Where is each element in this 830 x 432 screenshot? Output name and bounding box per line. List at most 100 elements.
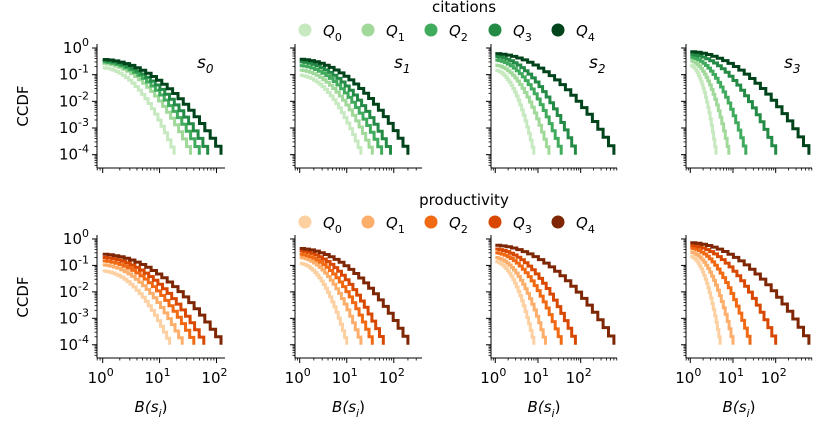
legend-label-q3: Q3 [513, 22, 532, 44]
x-tick-label: 100 [675, 366, 701, 387]
series-line-q0 [102, 66, 176, 155]
panel-label: s2 [589, 53, 606, 76]
series-line-q2 [690, 246, 752, 345]
series-line-q1 [495, 256, 547, 345]
series-line-q4 [102, 252, 223, 345]
x-tick-label: 100 [285, 366, 311, 387]
y-tick-label: 10-3 [59, 116, 89, 137]
series-line-q3 [299, 249, 385, 345]
legend-label-q0: Q0 [323, 214, 342, 236]
legend-marker-q0 [298, 215, 312, 229]
legend-marker-q3 [488, 215, 502, 229]
legend-citations: citations Q0 Q1 Q2 Q3 Q4 [298, 0, 595, 44]
legend-marker-q4 [551, 23, 565, 37]
panel-label: s3 [784, 53, 801, 76]
legend-label-q4: Q4 [576, 214, 595, 236]
y-tick-label: 10-4 [59, 143, 89, 164]
x-axis-label: B(si) [723, 398, 756, 420]
y-tick-label: 100 [63, 227, 89, 248]
series-line-q1 [690, 59, 731, 155]
legend-title: productivity [419, 191, 509, 209]
series-line-q0 [102, 269, 172, 345]
legend-label-q1: Q1 [386, 214, 405, 236]
x-tick-label: 102 [761, 366, 787, 387]
panel-r0-c2: s2 [486, 44, 618, 173]
x-axis-label: B(si) [135, 398, 168, 420]
legend-marker-q1 [361, 215, 375, 229]
series-line-q4 [299, 57, 410, 155]
x-tick-label: 101 [523, 366, 549, 387]
series-line-q4 [495, 52, 616, 155]
legend-marker-q4 [551, 215, 565, 229]
x-tick-label: 101 [332, 366, 358, 387]
legend-title: citations [432, 0, 496, 16]
legend-label-q2: Q2 [449, 22, 468, 44]
y-tick-label: 10-2 [59, 280, 89, 301]
series-line-q1 [102, 62, 192, 155]
x-tick-label: 102 [201, 366, 227, 387]
series-line-q2 [690, 55, 748, 155]
series-line-q0 [495, 68, 536, 155]
panel-r1-c1: 100 101 102 B(si) [285, 235, 422, 420]
y-tick-label: 10-1 [59, 253, 89, 274]
panel-r0-c0: 100 10-1 10-2 10-3 10-4 s0 [59, 36, 225, 173]
legend-label-q2: Q2 [449, 214, 468, 236]
y-axis-label: CCDF [14, 276, 32, 317]
series-line-q1 [495, 63, 551, 155]
legend-marker-q0 [298, 23, 312, 37]
panel-label: s0 [197, 53, 214, 76]
series-line-q4 [690, 241, 811, 345]
series-line-q4 [102, 58, 223, 155]
series-line-q3 [299, 60, 392, 155]
x-tick-label: 100 [480, 366, 506, 387]
series-line-q0 [690, 254, 722, 345]
panel-r1-c0: 100 10-1 10-2 10-3 10-4 100 101 102 B(si) [59, 227, 228, 420]
y-tick-label: 100 [63, 36, 89, 57]
panel-r0-c1: s1 [290, 44, 422, 173]
series-line-q2 [495, 251, 563, 345]
x-tick-label: 101 [718, 366, 744, 387]
series-line-q2 [102, 259, 196, 345]
y-tick-label: 10-3 [59, 306, 89, 327]
y-tick-label: 10-2 [59, 89, 89, 110]
legend-label-q4: Q4 [576, 22, 595, 44]
series-line-q0 [495, 260, 536, 345]
series-line-q2 [495, 58, 563, 155]
series-line-q4 [690, 50, 811, 155]
y-axis-label: CCDF [14, 85, 32, 126]
series-line-q3 [690, 243, 778, 345]
series-line-q4 [299, 247, 410, 345]
series-line-q4 [495, 243, 616, 345]
series-line-q1 [102, 263, 184, 345]
y-tick-label: 10-1 [59, 63, 89, 84]
legend-marker-q2 [424, 23, 438, 37]
x-axis-label: B(si) [332, 398, 365, 420]
series-line-q2 [299, 252, 374, 345]
x-tick-label: 102 [379, 366, 405, 387]
panel-label: s1 [394, 53, 411, 76]
x-tick-label: 100 [88, 366, 114, 387]
series-line-q0 [299, 73, 363, 155]
legend-label-q1: Q1 [386, 22, 405, 44]
legend-marker-q3 [488, 23, 502, 37]
series-line-q0 [689, 63, 718, 155]
x-tick-label: 101 [145, 366, 171, 387]
legend-label-q3: Q3 [513, 214, 532, 236]
series-line-q3 [495, 55, 577, 155]
legend-productivity: productivity Q0 Q1 Q2 Q3 Q4 [298, 191, 595, 236]
series-line-q1 [299, 256, 363, 345]
series-line-q3 [690, 52, 778, 155]
series-line-q1 [299, 68, 374, 155]
legend-marker-q1 [361, 23, 375, 37]
series-line-q3 [495, 247, 577, 345]
y-tick-label: 10-4 [59, 333, 89, 354]
legend-label-q0: Q0 [323, 22, 342, 44]
series-line-q2 [299, 64, 384, 155]
panel-r0-c3: s3 [681, 44, 813, 173]
series-line-q3 [102, 256, 206, 345]
x-axis-label: B(si) [528, 398, 561, 420]
x-tick-label: 102 [566, 366, 592, 387]
series-line-q1 [690, 250, 735, 345]
